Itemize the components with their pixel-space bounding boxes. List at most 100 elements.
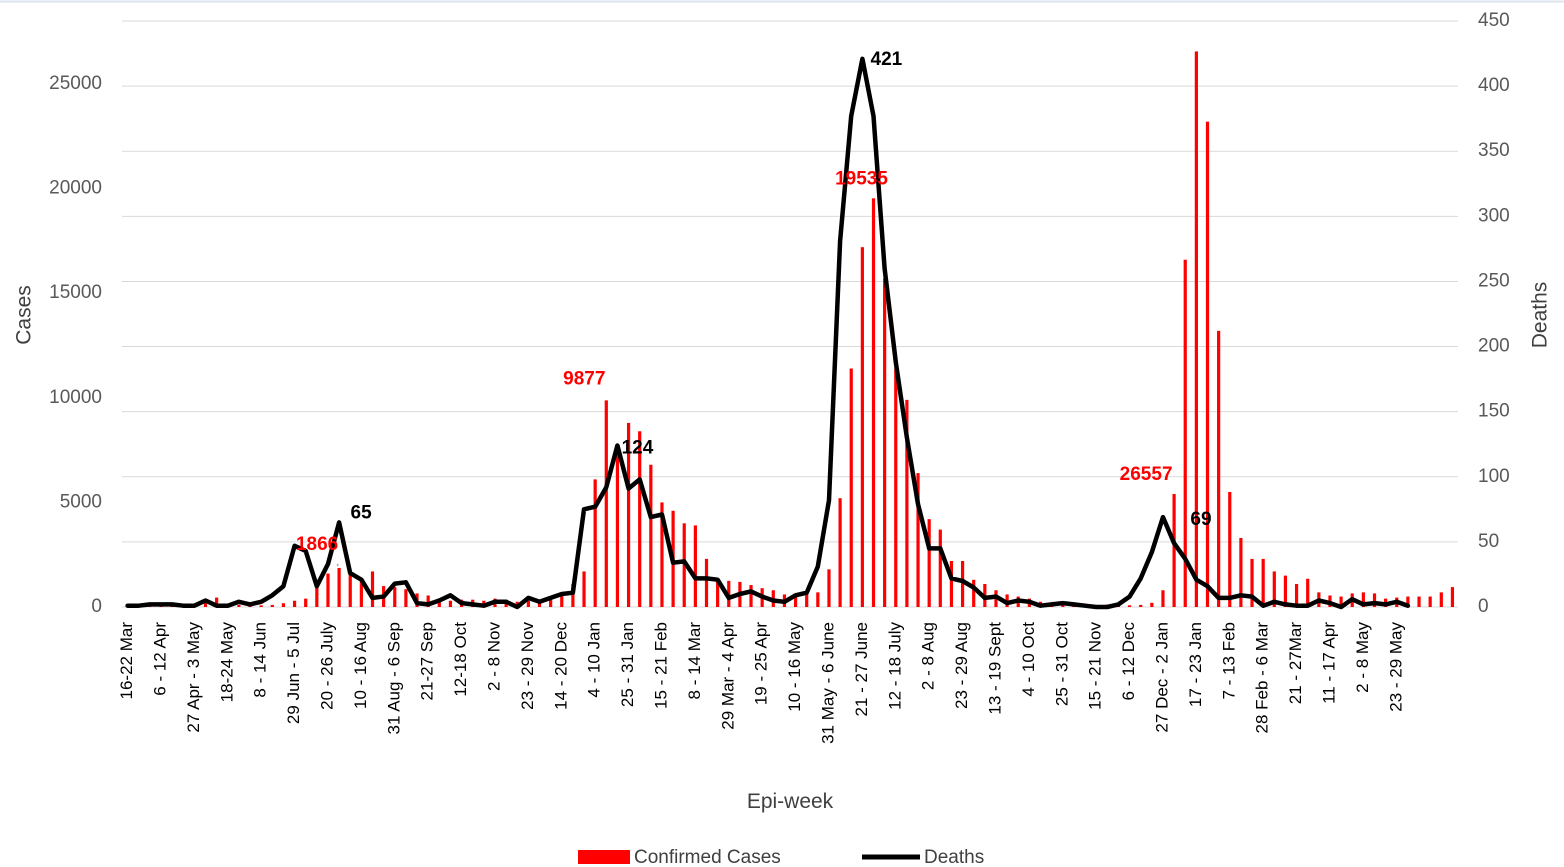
x-tick-label: 29 Jun - 5 Jul — [284, 622, 303, 724]
y2-tick-label: 250 — [1478, 270, 1510, 291]
x-axis-title: Epi-week — [747, 790, 834, 813]
case-bar — [827, 569, 831, 607]
deaths-line-layer — [125, 56, 1411, 610]
x-tick-label: 4 - 10 Jan — [585, 622, 604, 698]
case-bar — [1406, 596, 1410, 607]
cases-peak-label: 9877 — [563, 368, 605, 389]
case-bar — [916, 473, 920, 607]
case-bar — [626, 422, 631, 607]
y-axis-left-ticks: 0 5000 10000 15000 20000 25000 — [49, 73, 102, 617]
x-tick-label: 8 - 14 Jun — [251, 622, 270, 698]
x-tick-label: 31 Aug - 6 Sep — [384, 622, 403, 734]
case-bar — [1294, 583, 1299, 607]
y2-tick-label: 50 — [1478, 531, 1499, 552]
case-bar — [393, 587, 397, 607]
case-bar — [292, 600, 297, 607]
x-tick-label: 19 - 25 Apr — [752, 622, 771, 706]
case-bar — [348, 570, 352, 607]
case-bar — [1139, 604, 1143, 607]
case-bar — [1339, 596, 1343, 607]
case-bar — [1183, 259, 1187, 607]
y-tick-label: 10000 — [49, 387, 102, 408]
case-bar — [716, 579, 720, 607]
case-bar — [1439, 592, 1443, 607]
deaths-peak-label: 69 — [1190, 509, 1211, 530]
y2-tick-label: 400 — [1478, 75, 1510, 96]
case-bar — [370, 571, 375, 607]
case-bar — [693, 525, 697, 607]
case-bar — [849, 368, 853, 607]
case-bar — [1172, 494, 1176, 607]
case-bar — [905, 399, 909, 607]
annotation-leader-line — [336, 563, 339, 567]
gridlines — [122, 20, 1458, 608]
case-bar — [972, 579, 976, 607]
case-bar — [404, 589, 408, 607]
legend: Confirmed Cases Deaths — [578, 847, 984, 867]
y2-tick-label: 100 — [1478, 466, 1510, 487]
legend-deaths-label: Deaths — [924, 847, 984, 867]
case-bar — [949, 560, 954, 607]
x-tick-label: 21 - 27Mar — [1286, 622, 1305, 705]
x-axis-ticks: 16-22 Mar 6 - 12 Apr 27 Apr - 3 May 18-24 M… — [117, 622, 1405, 744]
y2-tick-label: 150 — [1478, 401, 1510, 422]
x-tick-label: 10 - 16 Aug — [351, 622, 370, 709]
case-bar — [1283, 575, 1288, 607]
case-bar — [1205, 121, 1210, 607]
deaths-peak-label: 421 — [871, 49, 903, 70]
case-bar — [649, 464, 653, 607]
case-bar — [860, 247, 864, 607]
case-bar — [638, 431, 642, 607]
deaths-peak-label: 65 — [351, 502, 373, 523]
case-bar — [1306, 578, 1310, 607]
case-bar — [237, 604, 241, 607]
y2-tick-label: 0 — [1478, 596, 1489, 617]
case-bar — [270, 604, 274, 607]
case-bar — [894, 368, 898, 607]
x-tick-label: 4 - 10 Oct — [1019, 622, 1038, 697]
case-bar — [1450, 587, 1455, 607]
x-tick-label: 2 - 8 May — [1353, 622, 1372, 693]
x-tick-label: 31 May - 6 June — [818, 622, 837, 744]
x-tick-label: 15 - 21 Feb — [651, 622, 670, 709]
x-tick-label: 7 - 13 Feb — [1219, 622, 1238, 700]
x-tick-label: 23 - 29 May — [1386, 622, 1405, 712]
x-tick-label: 2 - 8 Nov — [484, 622, 503, 691]
case-bar — [1417, 596, 1421, 607]
case-bar — [615, 445, 620, 607]
case-bar — [359, 579, 363, 607]
case-bar — [1372, 593, 1377, 607]
x-tick-label: 12 - 18 July — [885, 622, 904, 710]
case-bar — [259, 605, 263, 607]
case-bar — [1228, 491, 1232, 607]
case-bar — [1361, 592, 1365, 607]
case-bar — [660, 502, 664, 607]
case-bar — [549, 597, 553, 607]
case-bar — [927, 519, 931, 607]
case-bar — [1194, 51, 1198, 608]
cases-peak-label: 26557 — [1120, 464, 1173, 485]
y-axis-title: Cases — [13, 285, 36, 345]
y2-tick-label: 350 — [1478, 140, 1510, 161]
case-bar — [203, 602, 208, 607]
cases-peak-label: 19535 — [835, 168, 888, 189]
case-bar — [582, 571, 586, 607]
y2-axis-title: Deaths — [1529, 282, 1552, 349]
case-bar — [805, 594, 809, 607]
x-tick-label: 23 - 29 Aug — [952, 622, 971, 709]
x-tick-label: 10 - 16 May — [785, 622, 804, 712]
x-tick-label: 13 - 19 Sept — [985, 622, 1004, 715]
case-bar — [215, 597, 219, 607]
deaths-line — [125, 56, 1411, 610]
y-tick-label: 15000 — [49, 282, 102, 303]
x-tick-label: 20 - 26 July — [317, 622, 336, 710]
y-axis-right-ticks: 0 50 100 150 200 250 300 350 400 450 — [1478, 10, 1510, 617]
annotations: 1866 65 9877 124 19535 421 26557 69 — [296, 49, 1212, 567]
x-tick-label: 11 - 17 Apr — [1319, 622, 1338, 704]
case-bar — [1127, 605, 1132, 607]
case-bar — [1150, 602, 1154, 607]
case-bar — [793, 596, 798, 607]
case-bar — [960, 560, 965, 607]
case-bar — [838, 498, 842, 607]
